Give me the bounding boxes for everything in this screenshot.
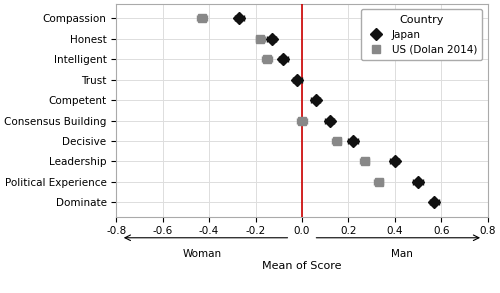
X-axis label: Mean of Score: Mean of Score: [262, 261, 342, 271]
Text: Man: Man: [391, 249, 412, 259]
Text: Woman: Woman: [182, 249, 222, 259]
Legend: Japan, US (Dolan 2014): Japan, US (Dolan 2014): [360, 9, 482, 60]
